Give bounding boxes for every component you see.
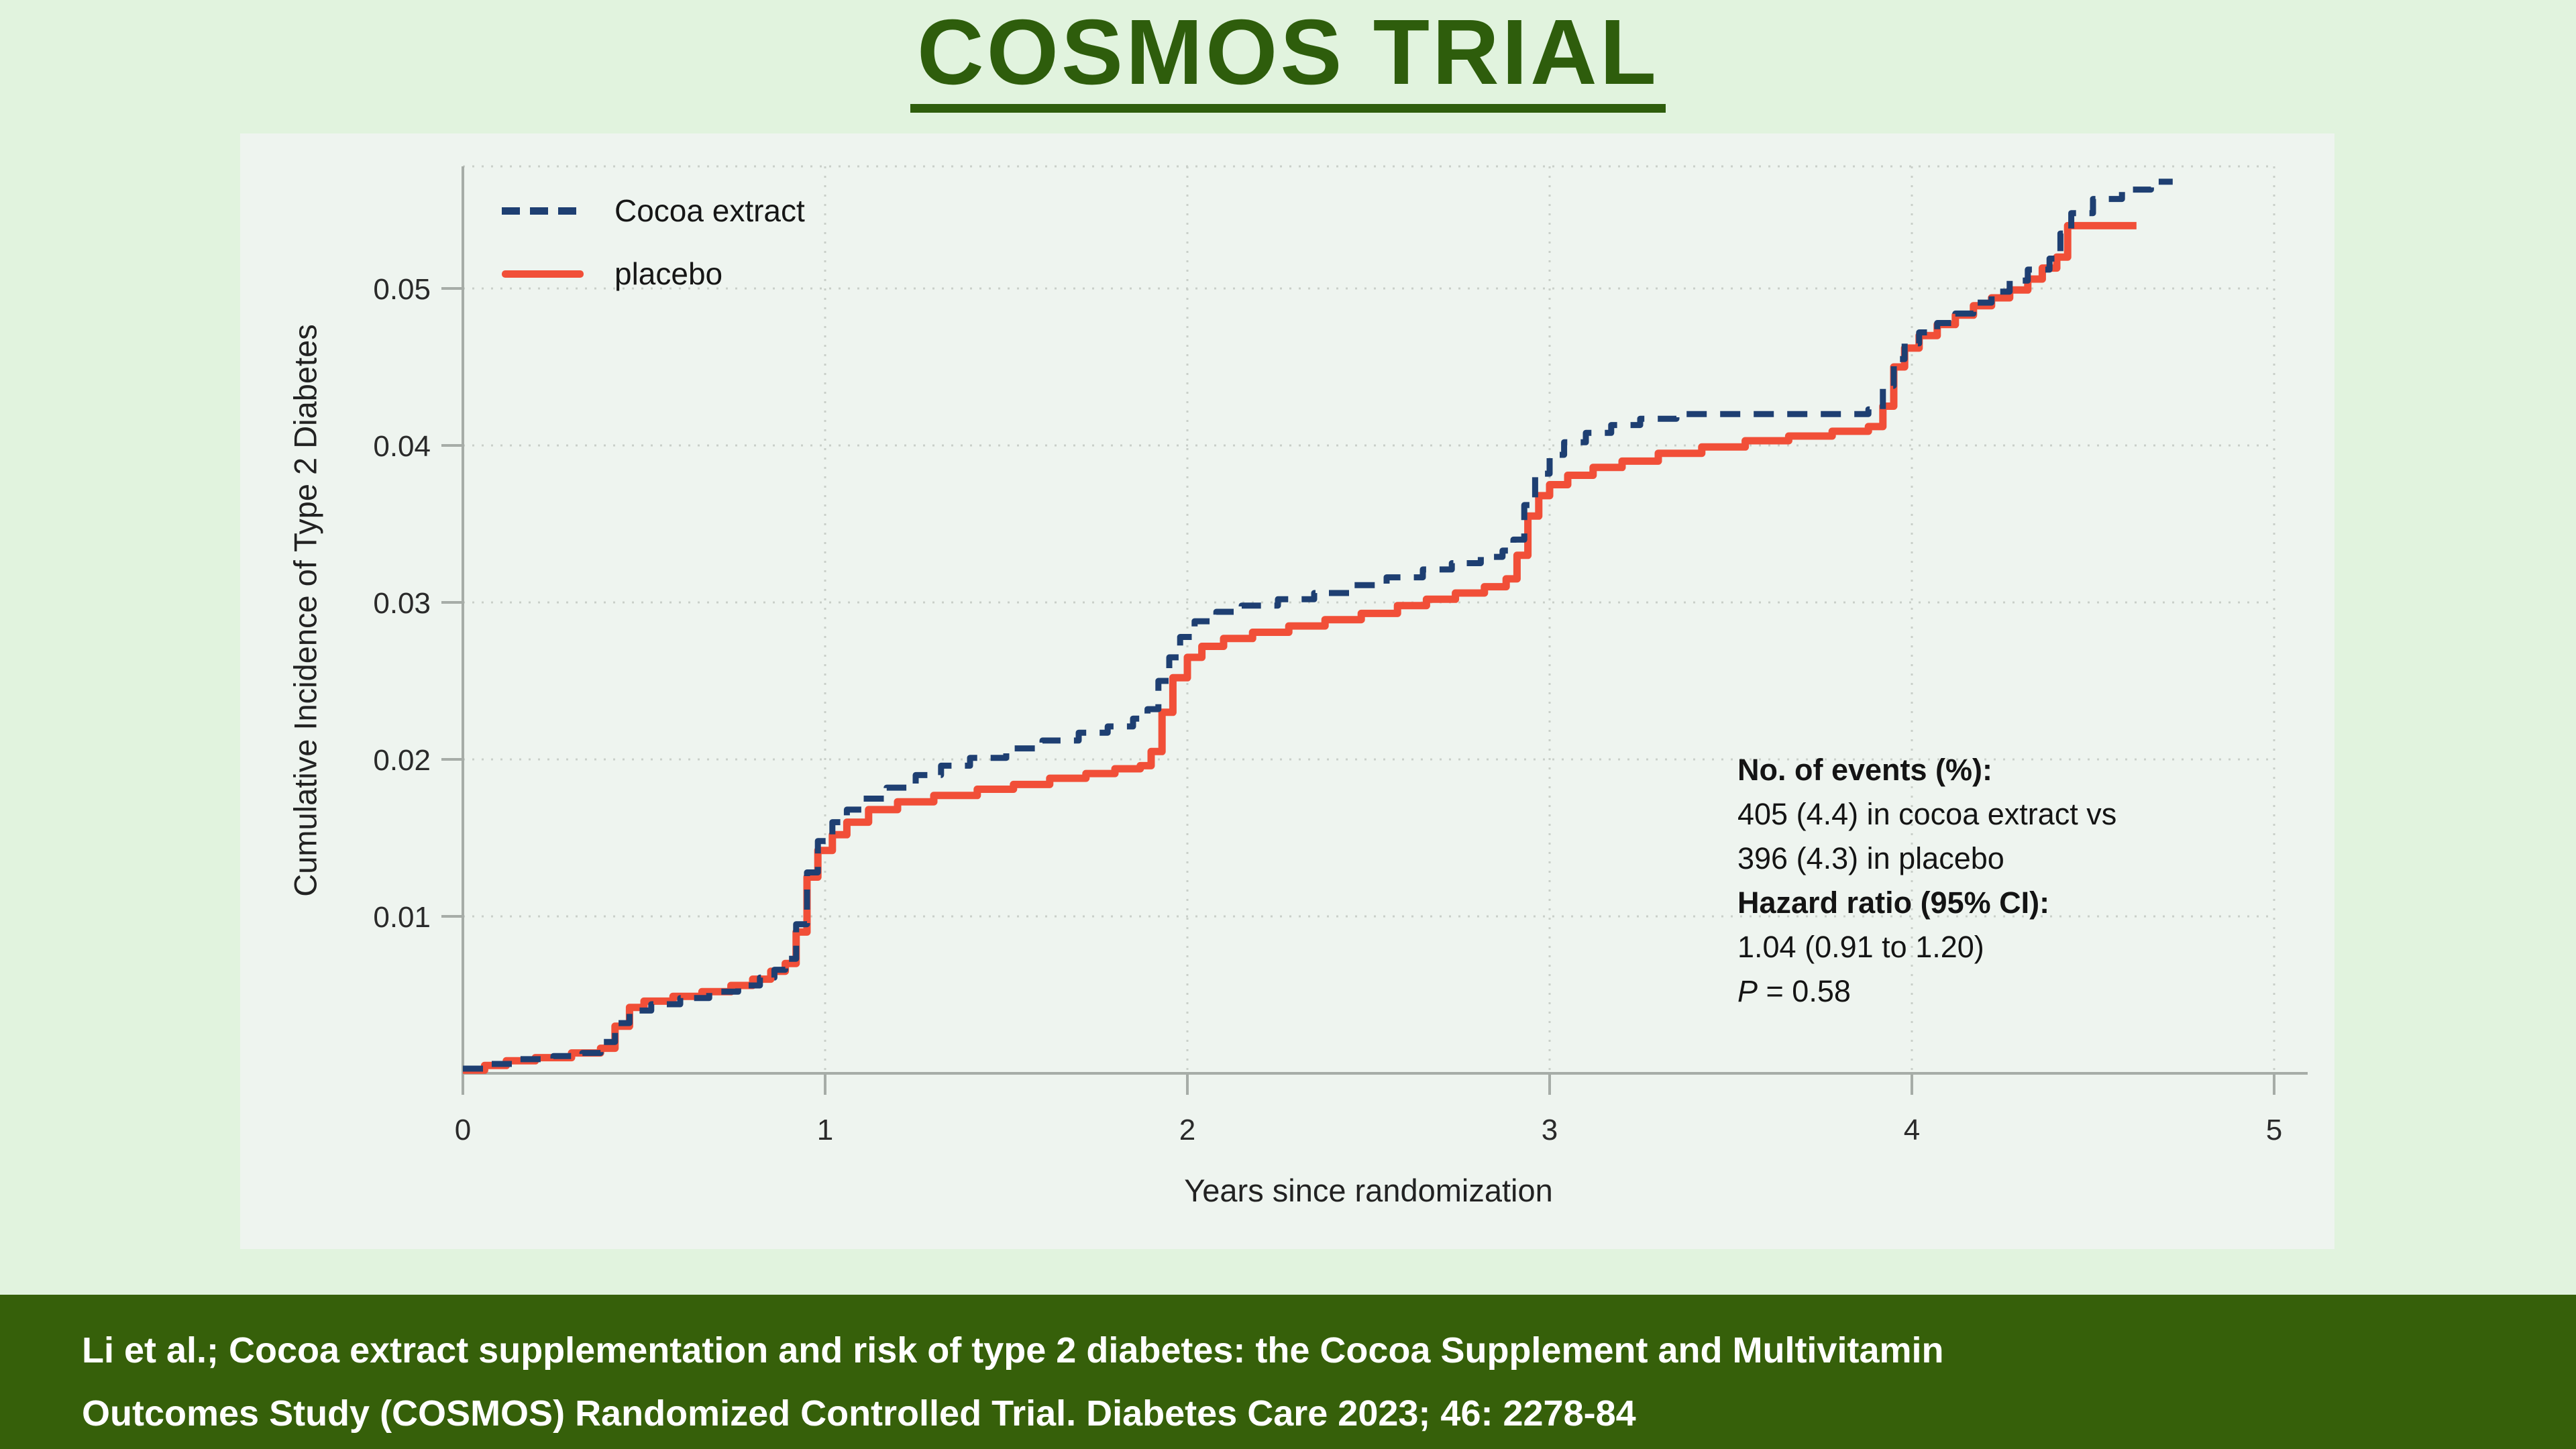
y-tick-label: 0.02 — [373, 744, 431, 777]
y-axis-label: Cumulative Incidence of Type 2 Diabetes — [287, 324, 323, 897]
legend-label-placebo: placebo — [614, 256, 723, 291]
citation-line-2: Outcomes Study (COSMOS) Randomized Contr… — [82, 1393, 1636, 1434]
page-title: COSMOS TRIAL — [910, 4, 1666, 113]
y-tick-label: 0.04 — [373, 430, 431, 463]
legend-label-cocoa-extract: Cocoa extract — [614, 193, 805, 228]
x-tick-label: 4 — [1904, 1114, 1920, 1146]
annotation-line: 396 (4.3) in placebo — [1737, 841, 2004, 875]
y-tick-label: 0.05 — [373, 273, 431, 306]
x-tick-label: 0 — [455, 1114, 471, 1146]
annotation-line: 405 (4.4) in cocoa extract vs — [1737, 797, 2117, 831]
annotation-line: P = 0.58 — [1737, 974, 1851, 1008]
x-tick-label: 3 — [1542, 1114, 1558, 1146]
legend-item-placebo: placebo — [502, 256, 805, 292]
page-header: COSMOS TRIAL — [0, 4, 2576, 113]
annotation-line: 1.04 (0.91 to 1.20) — [1737, 930, 1984, 964]
x-tick-label: 1 — [817, 1114, 833, 1146]
y-tick-label: 0.03 — [373, 587, 431, 620]
chart-legend: Cocoa extract placebo — [502, 193, 805, 292]
annotation-block: No. of events (%): 405 (4.4) in cocoa ext… — [1737, 748, 2116, 1014]
citation-line-1: Li et al.; Cocoa extract supplementation… — [82, 1330, 1944, 1371]
legend-item-cocoa-extract: Cocoa extract — [502, 193, 805, 229]
cocoa-extract-series-line — [463, 178, 2173, 1072]
chart-card: 0.01 0.02 0.03 0.04 0.05 0 1 2 3 4 5 Cocoa extract… — [240, 133, 2334, 1249]
x-axis-label: Years since randomization — [1184, 1173, 1553, 1208]
y-tick-label: 0.01 — [373, 901, 431, 934]
annotation-line: Hazard ratio (95% CI): — [1737, 885, 2050, 920]
annotation-line: No. of events (%): — [1737, 753, 1993, 787]
placebo-line-swatch — [502, 270, 584, 278]
x-tick-label: 2 — [1179, 1114, 1195, 1146]
citation-bar: Li et al.; Cocoa extract supplementation… — [0, 1295, 2576, 1449]
incidence-chart: 0.01 0.02 0.03 0.04 0.05 0 1 2 3 4 5 — [373, 165, 2308, 1146]
cocoa-extract-line-swatch — [502, 207, 584, 215]
x-tick-label: 5 — [2266, 1114, 2282, 1146]
